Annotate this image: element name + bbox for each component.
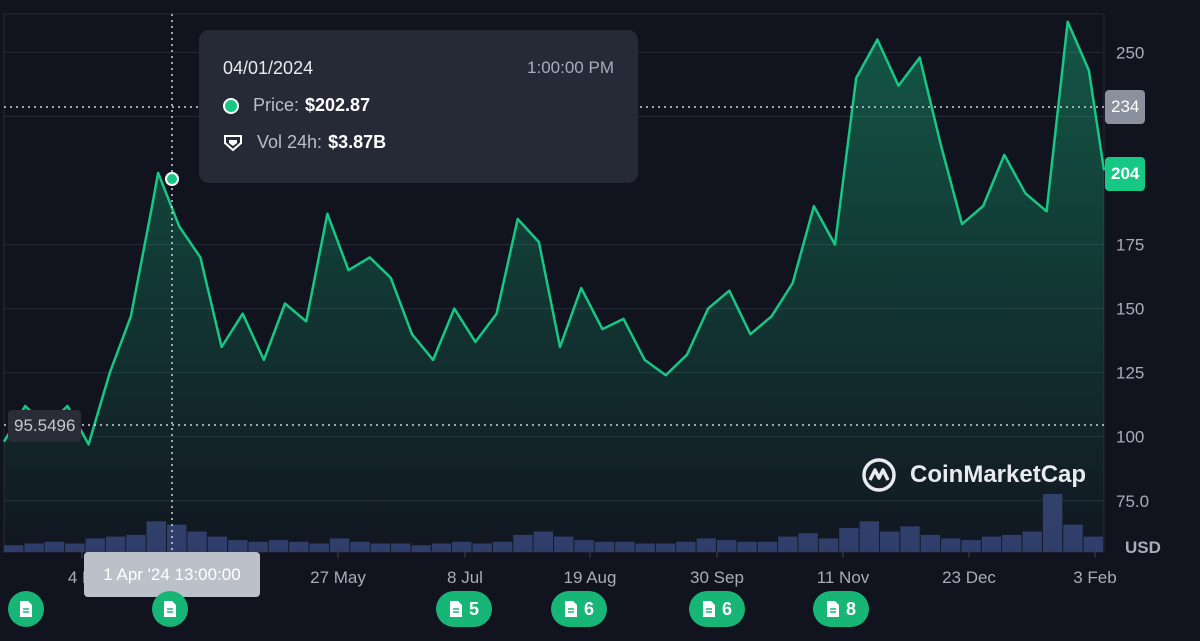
y-tick-label: 75.0 [1116, 492, 1149, 511]
brand-watermark: CoinMarketCap [860, 456, 1086, 494]
tooltip-price-value: $202.87 [305, 95, 371, 115]
news-badge[interactable] [8, 591, 44, 627]
news-badge[interactable]: 8 [813, 591, 869, 627]
last-price-marker: 204 [1105, 157, 1146, 191]
document-icon [449, 601, 462, 617]
hover-point [165, 172, 179, 186]
x-tick-label: 11 Nov [817, 568, 870, 587]
x-tick-label: 27 May [310, 568, 366, 587]
x-tick-label: 23 Dec [942, 568, 996, 587]
volume-shield-icon [224, 134, 242, 151]
x-tick-label: 3 Feb [1073, 568, 1116, 587]
y-tick-label: 175 [1116, 236, 1144, 255]
y-tick-label: 250 [1116, 43, 1144, 62]
news-count: 6 [721, 598, 732, 619]
y-tick-label: 100 [1116, 428, 1144, 447]
current-price-marker: 234 [1105, 90, 1146, 124]
crosshair-time-label: 1 Apr '24 13:00:00 [84, 552, 260, 597]
low-price-marker: 95.5496 [8, 410, 82, 442]
currency-label: USD [1125, 538, 1161, 557]
x-tick-label: 19 Aug [564, 568, 617, 587]
news-badge[interactable]: 5 [436, 591, 492, 627]
x-tick-label: 30 Sep [690, 568, 744, 587]
document-icon [702, 601, 715, 617]
y-tick-label: 150 [1116, 300, 1144, 319]
x-tick-label: 8 Jul [447, 568, 483, 587]
hover-tooltip: 04/01/2024 1:00:00 PM Price: $202.87 Vol… [199, 30, 638, 183]
news-badge[interactable] [152, 591, 188, 627]
tooltip-time: 1:00:00 PM [527, 58, 614, 77]
brand-name: CoinMarketCap [910, 461, 1087, 488]
price-area [4, 21, 1104, 552]
tooltip-vol-value: $3.87B [328, 132, 387, 152]
coinmarketcap-logo-icon [862, 458, 896, 492]
tooltip-vol-label: Vol 24h: [257, 132, 323, 152]
news-badge[interactable]: 6 [551, 591, 607, 627]
document-icon [20, 601, 32, 617]
news-badge[interactable]: 6 [689, 591, 745, 627]
tooltip-date: 04/01/2024 [223, 58, 314, 78]
news-count: 6 [583, 598, 594, 619]
y-tick-label: 125 [1116, 364, 1144, 383]
price-dot-icon [223, 97, 239, 114]
tooltip-price-label: Price: [253, 95, 300, 115]
price-line [2, 20, 1106, 446]
document-icon [826, 601, 839, 617]
document-icon [564, 601, 577, 617]
news-count: 5 [468, 598, 479, 619]
document-icon [164, 601, 176, 617]
x-axis: 4 M 27 May 8 Jul 19 Aug 30 Sep 11 Nov 23 Dec 3 … [68, 552, 1117, 587]
news-count: 8 [845, 598, 856, 619]
